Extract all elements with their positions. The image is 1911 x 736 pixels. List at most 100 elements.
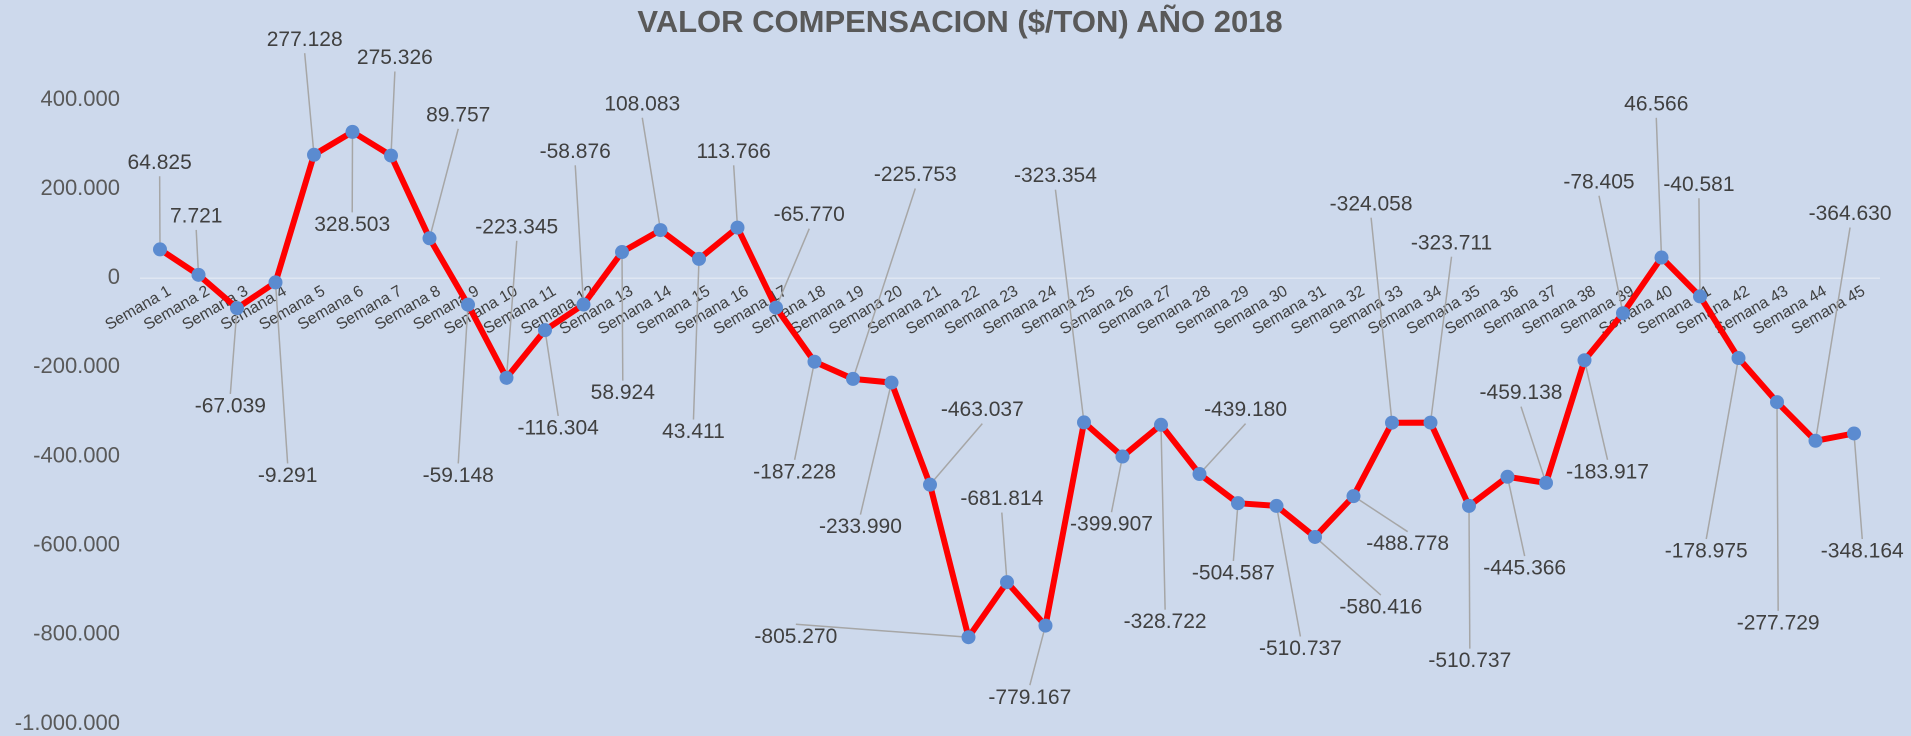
marker <box>1654 250 1669 265</box>
marker <box>1269 498 1284 513</box>
data-label: -580.416 <box>1339 596 1422 619</box>
leader-line <box>1698 198 1701 297</box>
leader-line <box>1853 433 1863 540</box>
leader-line <box>1160 424 1166 610</box>
data-label: 64.825 <box>128 151 192 174</box>
leader-line <box>1655 117 1663 258</box>
y-tick-label: 400.000 <box>40 86 120 111</box>
leader-line <box>1029 625 1047 686</box>
marker <box>538 323 552 338</box>
marker <box>1577 353 1592 368</box>
data-label: -463.037 <box>941 398 1024 421</box>
data-label: -277.729 <box>1737 611 1820 634</box>
leader-line <box>1520 406 1547 484</box>
leader-line <box>229 308 238 395</box>
marker <box>1154 417 1168 432</box>
data-label: 7.721 <box>170 204 223 227</box>
data-label: -510.737 <box>1259 637 1342 660</box>
data-label: -328.722 <box>1124 610 1207 633</box>
marker <box>153 242 167 257</box>
data-label: 328.503 <box>314 213 390 236</box>
leader-line <box>1198 423 1247 475</box>
data-label: -178.975 <box>1665 540 1748 563</box>
marker <box>769 300 783 315</box>
leader-line <box>795 623 969 638</box>
marker <box>1616 306 1630 321</box>
data-label: -504.587 <box>1192 561 1275 584</box>
leader-line <box>544 330 559 417</box>
marker <box>1731 351 1746 366</box>
marker <box>1462 498 1476 513</box>
y-tick-label: -600.000 <box>33 532 120 557</box>
data-label: -187.228 <box>753 460 836 483</box>
marker <box>692 251 706 266</box>
data-label: -223.345 <box>475 215 558 238</box>
leader-line <box>574 165 585 305</box>
data-label: -488.778 <box>1366 532 1449 555</box>
data-label: -67.039 <box>195 395 266 418</box>
marker <box>1770 395 1784 410</box>
marker <box>1308 529 1322 544</box>
marker <box>1385 415 1399 430</box>
data-label: -364.630 <box>1809 202 1892 225</box>
leader-line <box>1468 505 1471 649</box>
data-label: -779.167 <box>988 686 1071 709</box>
leader-line <box>428 128 459 239</box>
chart-title: VALOR COMPENSACION ($/TON) AÑO 2018 <box>637 4 1282 39</box>
marker <box>268 275 283 290</box>
marker <box>1115 449 1130 464</box>
marker <box>1808 433 1823 448</box>
data-label: 43.411 <box>662 420 725 443</box>
data-label: 46.566 <box>1624 92 1688 115</box>
data-label: -805.270 <box>754 625 837 648</box>
leader-line <box>274 282 289 464</box>
y-tick-label: -200.000 <box>33 353 120 378</box>
leader-line <box>390 71 396 156</box>
marker <box>1077 415 1091 430</box>
leader-line <box>1353 495 1409 533</box>
data-label: 58.924 <box>591 381 656 404</box>
data-label: -58.876 <box>540 140 611 163</box>
leader-line <box>852 188 916 380</box>
y-tick-label: -1.000.000 <box>15 710 120 735</box>
data-label: -323.354 <box>1014 164 1097 187</box>
marker <box>653 223 668 238</box>
leader-line <box>793 361 816 460</box>
leader-line <box>195 229 200 275</box>
marker <box>191 267 206 282</box>
leader-line <box>1598 195 1624 314</box>
leader-line <box>1776 402 1779 611</box>
marker <box>846 371 860 386</box>
data-label: -116.304 <box>518 416 600 439</box>
data-label: -459.138 <box>1480 381 1563 404</box>
marker <box>1539 475 1553 490</box>
leader-line <box>732 165 739 228</box>
data-label: -59.148 <box>423 464 494 487</box>
data-label: -9.291 <box>258 464 318 487</box>
data-label: -40.581 <box>1663 173 1734 196</box>
marker <box>730 220 745 235</box>
leader-line <box>457 304 469 464</box>
leader-line <box>1814 227 1851 441</box>
leader-line <box>859 382 893 515</box>
data-label: -324.058 <box>1330 192 1413 215</box>
leader-line <box>1429 256 1453 423</box>
data-label: -445.366 <box>1483 557 1566 580</box>
marker <box>1000 575 1014 590</box>
data-label: -183.917 <box>1566 460 1649 483</box>
data-label: -510.737 <box>1428 649 1511 672</box>
data-label: -65.770 <box>774 203 845 226</box>
leader-line <box>692 258 700 420</box>
data-label: -681.814 <box>960 487 1043 510</box>
leader-line <box>1314 536 1382 596</box>
data-label: 275.326 <box>357 46 433 69</box>
leader-line <box>1110 456 1124 513</box>
marker <box>1693 289 1707 304</box>
marker <box>384 148 398 163</box>
marker <box>807 354 822 369</box>
marker <box>923 477 937 492</box>
marker <box>499 370 514 385</box>
data-label: 113.766 <box>697 140 771 163</box>
leader-line <box>1370 217 1393 423</box>
